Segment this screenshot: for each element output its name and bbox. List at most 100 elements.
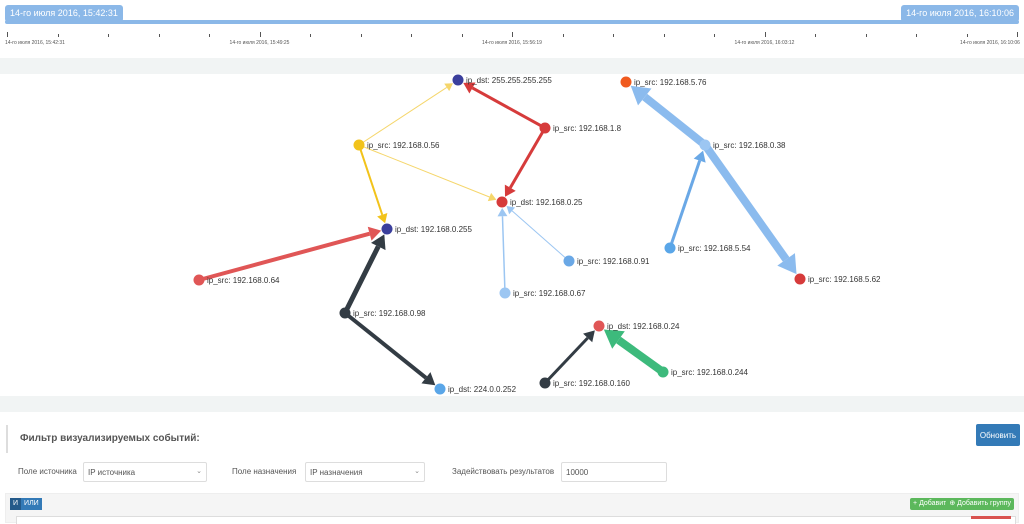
edge [358,83,453,146]
graph-node[interactable]: ip_src: 192.168.0.98 [339,307,427,319]
edge-line [701,142,790,262]
or-button[interactable]: ИЛИ [21,498,42,510]
arrowhead-icon [497,207,508,217]
timeline-slider[interactable]: 14-го июля 2016, 15:42:31 14-го июля 201… [0,0,1024,58]
arrowhead-icon [583,330,595,343]
dest-field-select[interactable]: IP назначения ⌄ [305,462,425,482]
node-circle[interactable] [499,287,511,299]
timeline-tick [815,34,816,37]
edge [701,142,797,275]
timeline-tick [512,32,513,37]
node-circle[interactable] [794,273,806,285]
timeline-tick [865,34,867,37]
node-circle[interactable] [434,383,446,395]
graph-node[interactable]: ip_dst: 224.0.0.252 [434,383,517,395]
graph-node[interactable]: ip_dst: 192.168.0.25 [496,196,584,208]
chevron-down-icon: ⌄ [414,468,420,475]
graph-node[interactable]: ip_src: 192.168.0.56 [353,139,441,151]
graph-node[interactable]: ip_src: 192.168.1.8 [539,122,622,134]
add-rule-button[interactable]: + Добавить [910,498,953,510]
node-label: ip_dst: 192.168.0.24 [607,322,680,331]
and-button[interactable]: И [10,498,22,510]
source-field-select[interactable]: IP источника ⌄ [83,462,207,482]
dest-field-value: IP назначения [310,468,363,477]
node-circle[interactable] [563,255,575,267]
delete-rule-button[interactable] [971,516,1011,519]
graph-node[interactable]: ip_src: 192.168.0.64 [193,274,281,286]
dest-field-label: Поле назначения [232,467,297,476]
node-circle[interactable] [657,366,669,378]
node-circle[interactable] [664,242,676,254]
timeline-tick [259,32,261,37]
graph-node[interactable]: ip_dst: 192.168.0.255 [381,223,473,235]
timeline-range-bar[interactable] [5,20,1019,24]
graph-node[interactable]: ip_src: 192.168.0.38 [699,139,787,151]
node-circle[interactable] [193,274,205,286]
edge-line [616,336,666,376]
timeline-tick [7,32,8,37]
node-label: ip_src: 192.168.0.56 [367,141,440,150]
node-label: ip_src: 192.168.0.244 [671,368,748,377]
edge [506,205,570,262]
edge [668,150,706,249]
timeline-tick-label: 14-го июля 2016, 16:10:06 [960,40,1020,46]
graph-node[interactable]: ip_src: 192.168.0.244 [657,366,749,378]
arrowhead-icon [504,184,516,197]
node-circle[interactable] [539,122,551,134]
source-field-label: Поле источника [18,467,77,476]
node-label: ip_src: 192.168.0.38 [713,141,786,150]
edge [463,82,546,130]
node-label: ip_src: 192.168.0.64 [207,276,280,285]
graph-node[interactable]: ip_dst: 192.168.0.24 [593,320,681,332]
timeline-tick-label: 14-го июля 2016, 15:49:25 [229,40,290,46]
node-circle[interactable] [452,74,464,86]
filter-title: Фильтр визуализируемых событий: [6,425,200,453]
edge-line [342,245,381,315]
timeline-tick [714,34,715,37]
timeline-tick [562,34,564,37]
graph-node[interactable]: ip_src: 192.168.0.160 [539,377,631,389]
add-group-button[interactable]: ⊕ Добавить группу [946,498,1014,510]
node-circle[interactable] [593,320,605,332]
node-circle[interactable] [620,76,632,88]
timeline-tick [411,34,412,37]
timeline-tick [764,32,766,37]
graph-node[interactable]: ip_src: 192.168.5.76 [620,76,708,88]
edge [497,207,508,294]
node-circle[interactable] [539,377,551,389]
graph-node[interactable]: ip_src: 192.168.5.62 [794,273,882,285]
timeline-tick [613,34,614,37]
arrowhead-icon [444,83,453,92]
node-circle[interactable] [699,139,711,151]
graph-node[interactable]: ip_src: 192.168.0.91 [563,255,651,267]
arrowhead-icon [367,226,382,241]
edge [358,144,388,224]
arrowhead-icon [371,234,386,251]
arrowhead-icon [377,213,388,224]
timeline-tick-label: 14-го июля 2016, 15:42:31 [5,40,65,46]
node-circle[interactable] [353,139,365,151]
node-circle[interactable] [339,307,351,319]
node-circle[interactable] [496,196,508,208]
node-circle[interactable] [381,223,393,235]
edge-line [471,86,546,130]
results-input[interactable]: 10000 [561,462,667,482]
node-label: ip_dst: 192.168.0.25 [510,198,583,207]
graph-top-band [0,58,1024,74]
node-label: ip_src: 192.168.1.8 [553,124,622,133]
graph-node[interactable]: ip_src: 192.168.0.67 [499,287,587,299]
edge-line [508,127,547,189]
refresh-button[interactable]: Обновить [976,424,1020,446]
edge [504,127,547,197]
graph-node[interactable]: ip_dst: 255.255.255.255 [452,74,553,86]
timeline-start-handle[interactable]: 14-го июля 2016, 15:42:31 [5,5,123,22]
node-label: ip_dst: 255.255.255.255 [466,76,552,85]
network-graph[interactable]: ip_dst: 255.255.255.255 ip_src: 192.168.1… [0,74,1024,396]
node-label: ip_src: 192.168.5.54 [678,244,751,253]
chevron-down-icon: ⌄ [196,468,202,475]
edge [343,311,436,386]
edge-line [358,144,384,216]
graph-node[interactable]: ip_src: 192.168.5.54 [664,242,752,254]
timeline-end-handle[interactable]: 14-го июля 2016, 16:10:06 [901,5,1019,22]
and-or-toggle: И ИЛИ [10,498,42,510]
